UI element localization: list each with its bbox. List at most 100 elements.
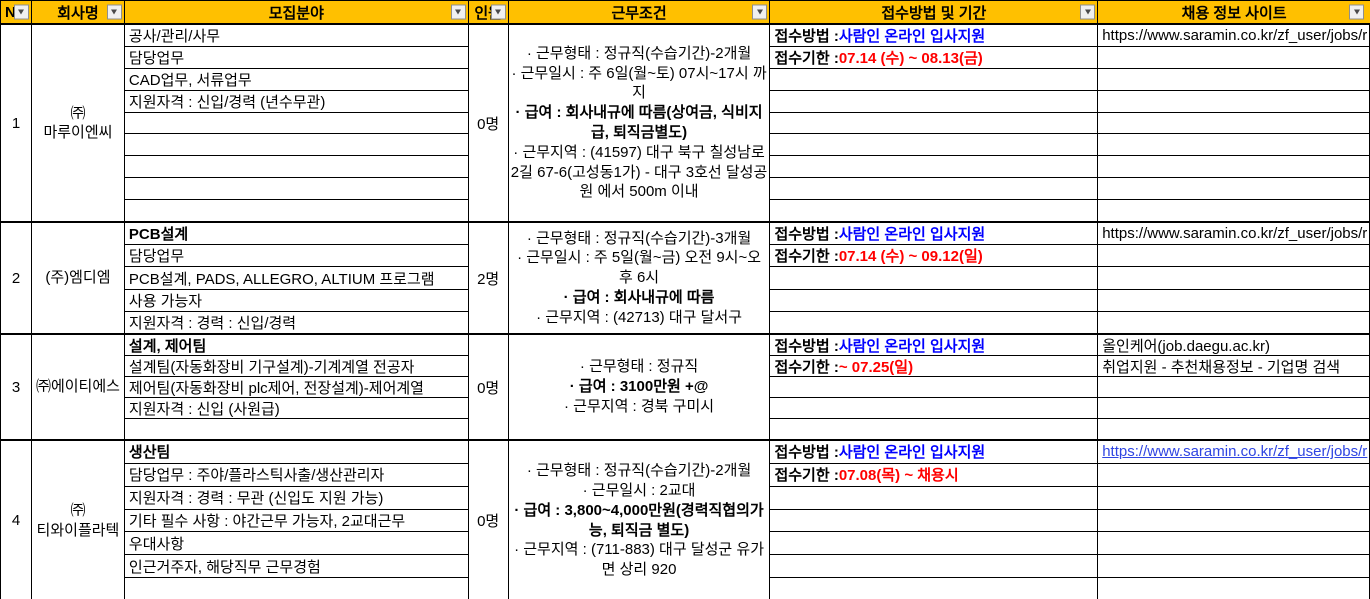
header-headcount[interactable]: 인원 xyxy=(468,1,509,23)
filter-dropdown-button[interactable] xyxy=(450,4,466,20)
field-line[interactable] xyxy=(125,200,468,221)
cell-company[interactable]: ㈜에이티에스 xyxy=(32,335,125,439)
site-line[interactable] xyxy=(1098,290,1370,312)
apply-line[interactable] xyxy=(770,419,1097,439)
filter-dropdown-button[interactable] xyxy=(1080,4,1096,20)
site-line[interactable] xyxy=(1098,487,1370,510)
site-line[interactable] xyxy=(1098,134,1370,157)
site-line[interactable] xyxy=(1098,200,1369,221)
cell-headcount[interactable]: 0명 xyxy=(469,335,509,439)
field-line[interactable] xyxy=(124,156,468,179)
cell-work-conditions[interactable]: · 근무형태 : 정규직(수습기간)-2개월 · 근무일시 : 주 6일(월~토… xyxy=(509,25,771,221)
field-line[interactable]: 인근거주자, 해당직무 근무경험 xyxy=(124,555,468,579)
site-line[interactable] xyxy=(1098,312,1369,333)
site-line[interactable] xyxy=(1098,178,1370,201)
field-line[interactable]: 지원자격 : 신입/경력 (년수무관) xyxy=(124,91,468,113)
cell-headcount[interactable]: 0명 xyxy=(469,25,509,221)
apply-deadline-line[interactable]: 접수기한 : 07.14 (수) ~ 08.13(금) xyxy=(770,47,1098,69)
field-line[interactable]: PCB설계, PADS, ALLEGRO, ALTIUM 프로그램 xyxy=(124,267,468,290)
header-site[interactable]: 채용 정보 사이트 xyxy=(1098,1,1370,23)
apply-line[interactable] xyxy=(770,200,1097,221)
apply-method-line[interactable]: 접수방법 : 사람인 온라인 입사지원 xyxy=(770,335,1098,356)
apply-line[interactable] xyxy=(770,487,1098,510)
field-line[interactable]: 담당업무 xyxy=(124,245,468,268)
site-line[interactable] xyxy=(1098,69,1370,91)
apply-line[interactable] xyxy=(770,398,1098,419)
field-line-title[interactable]: 설계, 제어팀 xyxy=(124,335,468,356)
apply-method-line[interactable]: 접수방법 : 사람인 온라인 입사지원 xyxy=(770,223,1098,246)
field-line-title[interactable]: PCB설계 xyxy=(124,223,468,246)
cell-work-conditions[interactable]: · 근무형태 : 정규직(수습기간)-3개월 · 근무일시 : 주 5일(월~금… xyxy=(509,223,771,333)
cell-headcount[interactable]: 0명 xyxy=(469,441,509,599)
cell-headcount[interactable]: 2명 xyxy=(469,223,509,333)
cell-no[interactable]: 2 xyxy=(1,223,32,333)
cell-company[interactable]: ㈜ 마루이엔씨 xyxy=(32,25,125,221)
field-line[interactable] xyxy=(124,113,468,135)
header-no[interactable]: N xyxy=(1,1,32,23)
apply-method-line[interactable]: 접수방법 : 사람인 온라인 입사지원 xyxy=(770,25,1098,47)
apply-line[interactable] xyxy=(770,290,1098,312)
field-line[interactable] xyxy=(125,578,468,599)
filter-dropdown-button[interactable] xyxy=(13,4,29,20)
apply-line[interactable] xyxy=(770,532,1098,556)
site-line[interactable] xyxy=(1098,267,1370,290)
filter-dropdown-button[interactable] xyxy=(1349,4,1365,20)
field-line[interactable]: 제어팀(자동화장비 plc제어, 전장설계)-제어계열 xyxy=(124,377,468,398)
header-work-conditions[interactable]: 근무조건 xyxy=(508,1,771,23)
field-line[interactable]: 사용 가능자 xyxy=(124,290,468,312)
cell-company[interactable]: (주)엠디엠 xyxy=(32,223,125,333)
field-line-title[interactable]: 생산팀 xyxy=(124,441,468,464)
field-line[interactable]: 지원자격 : 신입 (사원급) xyxy=(124,398,468,419)
apply-line[interactable] xyxy=(770,267,1098,290)
apply-method-line[interactable]: 접수방법 : 사람인 온라인 입사지원 xyxy=(770,441,1098,464)
apply-line[interactable] xyxy=(770,69,1098,91)
apply-line[interactable] xyxy=(770,312,1097,333)
apply-line[interactable] xyxy=(770,91,1098,113)
field-line[interactable]: 담당업무 : 주야/플라스틱사출/생산관리자 xyxy=(124,464,468,487)
site-line[interactable]: 취업지원 - 추천채용정보 - 기업명 검색 xyxy=(1098,356,1370,377)
header-company[interactable]: 회사명 xyxy=(31,1,125,23)
site-line[interactable] xyxy=(1098,464,1370,487)
site-line[interactable] xyxy=(1098,578,1369,599)
apply-line[interactable] xyxy=(770,555,1098,579)
apply-line[interactable] xyxy=(770,134,1098,157)
site-line[interactable] xyxy=(1098,47,1370,69)
field-line[interactable]: 공사/관리/사무 xyxy=(124,25,468,47)
site-line[interactable] xyxy=(1098,113,1370,135)
site-line[interactable] xyxy=(1098,419,1369,439)
cell-no[interactable]: 3 xyxy=(1,335,32,439)
field-line[interactable]: 우대사항 xyxy=(124,532,468,556)
cell-no[interactable]: 4 xyxy=(1,441,32,599)
apply-deadline-line[interactable]: 접수기한 : ~ 07.25(일) xyxy=(770,356,1098,377)
apply-line[interactable] xyxy=(770,578,1097,599)
site-url-text[interactable]: https://www.saramin.co.kr/zf_user/jobs/r xyxy=(1098,25,1370,47)
field-line[interactable]: 지원자격 : 경력 : 신입/경력 xyxy=(128,314,297,332)
apply-line[interactable] xyxy=(770,377,1098,398)
cell-no[interactable]: 1 xyxy=(1,25,32,221)
field-line[interactable] xyxy=(125,419,468,439)
site-line[interactable] xyxy=(1098,377,1370,398)
cell-company[interactable]: ㈜ 티와이플라텍 xyxy=(32,441,125,599)
site-hyperlink[interactable]: https://www.saramin.co.kr/zf_user/jobs/r xyxy=(1098,441,1370,464)
apply-line[interactable] xyxy=(770,178,1098,201)
site-line[interactable] xyxy=(1098,398,1370,419)
field-line[interactable]: 담당업무 xyxy=(124,47,468,69)
filter-dropdown-button[interactable] xyxy=(752,4,768,20)
site-line[interactable] xyxy=(1098,532,1370,556)
field-line[interactable] xyxy=(124,178,468,201)
site-url-text[interactable]: https://www.saramin.co.kr/zf_user/jobs/r xyxy=(1098,223,1370,246)
site-line[interactable] xyxy=(1098,555,1370,579)
filter-dropdown-button[interactable] xyxy=(106,4,122,20)
header-recruit-field[interactable]: 모집분야 xyxy=(124,1,469,23)
site-line[interactable]: 올인케어(job.daegu.ac.kr) xyxy=(1098,335,1370,356)
cell-work-conditions[interactable]: · 근무형태 : 정규직(수습기간)-2개월 · 근무일시 : 2교대 · 급여… xyxy=(509,441,771,599)
field-line[interactable]: 설계팀(자동화장비 기구설계)-기계계열 전공자 xyxy=(124,356,468,377)
apply-deadline-line[interactable]: 접수기한 : 07.08(목) ~ 채용시 xyxy=(770,464,1098,487)
cell-work-conditions[interactable]: · 근무형태 : 정규직 · 급여 : 3100만원 +@ · 근무지역 : 경… xyxy=(509,335,771,439)
field-line[interactable] xyxy=(124,134,468,157)
apply-line[interactable] xyxy=(770,113,1098,135)
field-line[interactable]: 기타 필수 사항 : 야간근무 가능자, 2교대근무 xyxy=(124,510,468,533)
site-line[interactable] xyxy=(1098,245,1370,268)
filter-dropdown-button[interactable] xyxy=(490,4,506,20)
site-line[interactable] xyxy=(1098,156,1370,179)
